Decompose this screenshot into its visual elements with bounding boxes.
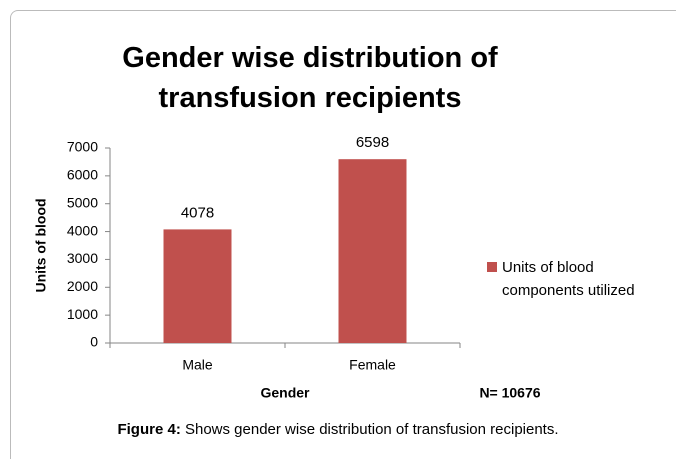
x-tick-label: Male xyxy=(182,357,213,373)
y-tick-label: 5000 xyxy=(67,194,98,210)
y-tick-label: 6000 xyxy=(67,167,98,183)
y-tick-label: 2000 xyxy=(67,278,98,294)
data-label: 4078 xyxy=(181,204,214,221)
legend-label: Units of blood components utilized xyxy=(502,259,635,299)
caption-text: Shows gender wise distribution of transf… xyxy=(180,421,559,438)
chart-title: Gender wise distribution of transfusion … xyxy=(122,42,498,114)
y-tick-label: 1000 xyxy=(67,306,98,322)
y-tick-label: 4000 xyxy=(67,222,98,238)
y-tick-label: 3000 xyxy=(67,250,98,266)
figure-caption: Figure 4: Shows gender wise distribution… xyxy=(0,421,676,438)
x-tick-label: Female xyxy=(349,357,396,373)
bar xyxy=(338,159,407,343)
x-axis-label: Gender xyxy=(260,385,310,401)
chart-frame xyxy=(10,10,676,459)
caption-label: Figure 4: xyxy=(117,421,181,438)
data-label: 6598 xyxy=(356,134,389,151)
y-tick-label: 0 xyxy=(90,334,98,350)
y-tick-label: 7000 xyxy=(67,139,98,155)
bar xyxy=(163,229,232,343)
y-axis-label: Units of blood xyxy=(33,198,49,292)
legend-swatch xyxy=(487,262,497,272)
annotation: N= 10676 xyxy=(479,385,540,401)
